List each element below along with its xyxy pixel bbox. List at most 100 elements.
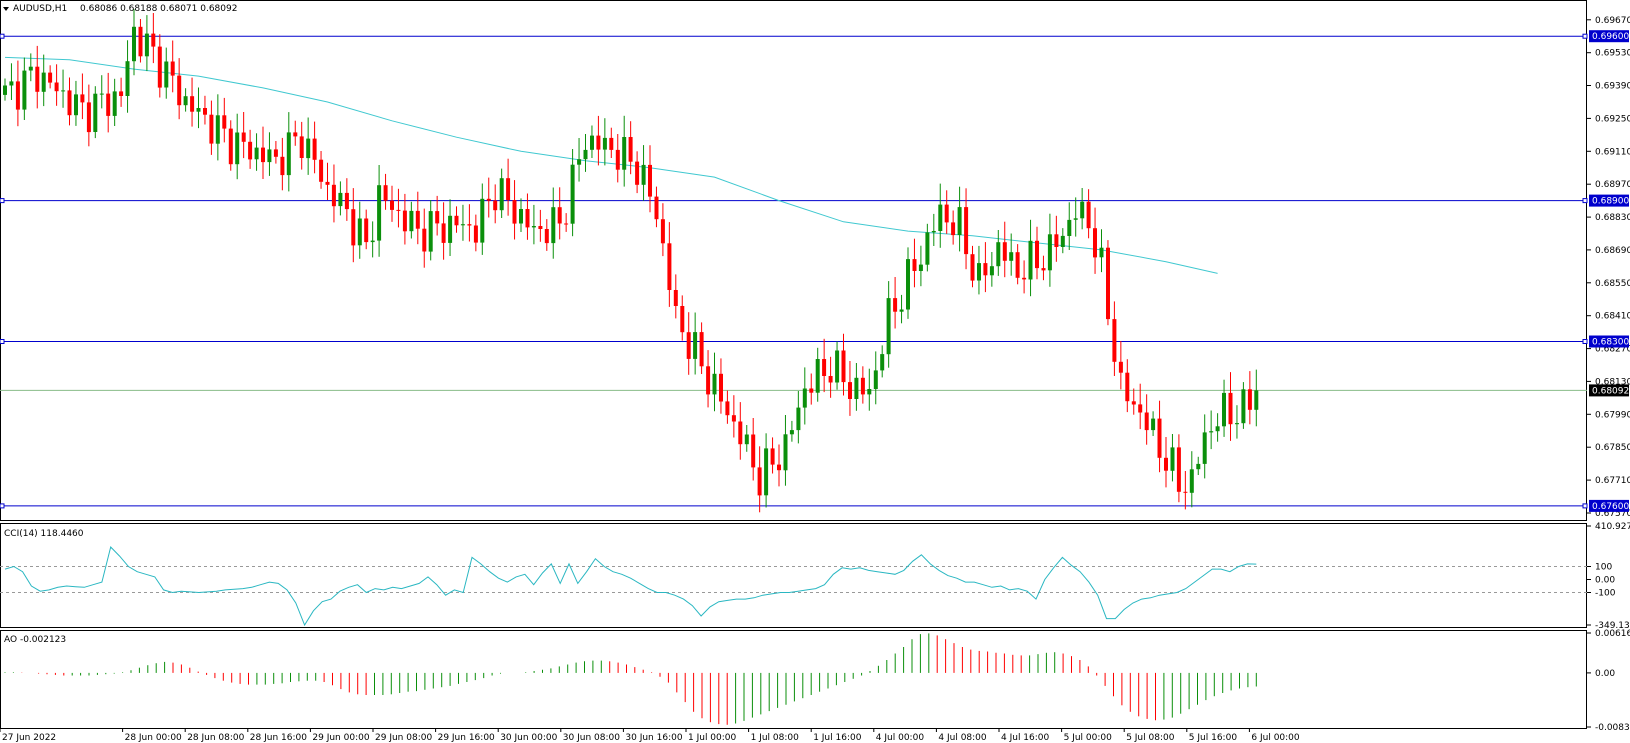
candle-body xyxy=(906,259,910,310)
candle-body xyxy=(1209,431,1214,433)
candle-body xyxy=(802,388,807,408)
candle-body xyxy=(1080,201,1085,219)
candle-body xyxy=(409,210,414,232)
cci-panel-frame xyxy=(0,523,1587,628)
cci-indicator xyxy=(0,546,1587,627)
candle-body xyxy=(719,373,723,402)
candle-body xyxy=(325,181,330,185)
candle-body xyxy=(1067,219,1072,236)
candle-body xyxy=(1228,392,1233,425)
candle-body xyxy=(157,46,162,88)
x-tick-label: 1 Jul 16:00 xyxy=(813,733,862,743)
ohlc-values: 0.68086 0.68188 0.68071 0.68092 xyxy=(80,4,237,14)
candle-body xyxy=(480,198,485,243)
candle-body xyxy=(531,226,536,228)
candle-body xyxy=(789,430,794,435)
y-tick-label: 0.67570 xyxy=(1595,509,1630,519)
candle-body xyxy=(61,90,66,92)
y-tick-label: 0.68830 xyxy=(1595,213,1630,223)
candle-body xyxy=(996,242,1001,267)
candle-body xyxy=(867,389,872,395)
candle-body xyxy=(248,141,253,160)
candle-body xyxy=(138,26,143,57)
candle-body xyxy=(1106,247,1110,320)
candle-body xyxy=(41,72,46,92)
candle-body xyxy=(1183,491,1188,493)
candle-body xyxy=(635,161,640,185)
candle-body xyxy=(764,448,769,496)
candle-body xyxy=(641,164,646,185)
y-tick-label: 0.68550 xyxy=(1595,279,1630,289)
cci-label: CCI(14) 118.4460 xyxy=(4,529,84,539)
candle-body xyxy=(222,115,227,129)
candle-body xyxy=(918,264,923,271)
x-tick-label: 27 Jun 2022 xyxy=(2,733,56,743)
level-price-label: 0.68300 xyxy=(1592,338,1629,348)
y-tick-label: 0.67850 xyxy=(1595,443,1630,453)
candle-body xyxy=(899,309,904,312)
ao-y-tick-label: 0.00 xyxy=(1595,669,1615,679)
candle-body xyxy=(977,263,981,281)
symbol-label: AUDUSD,H1 xyxy=(13,4,67,14)
y-tick-label: 0.68970 xyxy=(1595,180,1630,190)
level-handle-left xyxy=(0,339,5,344)
y-tick-label: 0.69110 xyxy=(1595,147,1630,157)
candle-body xyxy=(970,254,975,281)
x-tick-label: 4 Jul 08:00 xyxy=(938,733,987,743)
candle-body xyxy=(854,377,859,399)
candle-body xyxy=(667,243,672,290)
x-tick-label: 29 Jun 16:00 xyxy=(438,733,495,743)
candle-body xyxy=(931,231,936,233)
candle-body xyxy=(1247,389,1252,410)
x-tick-label: 4 Jul 00:00 xyxy=(876,733,925,743)
y-tick-label: 0.68410 xyxy=(1595,312,1630,322)
candle-body xyxy=(170,61,175,76)
candle-body xyxy=(731,415,736,422)
candle-body xyxy=(86,102,91,133)
candle-body xyxy=(822,359,827,376)
candle-body xyxy=(299,136,304,158)
x-tick-label: 30 Jun 16:00 xyxy=(625,733,682,743)
cci-line xyxy=(4,546,1257,627)
candle-body xyxy=(622,137,627,170)
candle-body xyxy=(1138,404,1143,413)
candle-body xyxy=(435,211,440,224)
candle-body xyxy=(486,198,491,201)
candle-body xyxy=(912,259,917,271)
candle-body xyxy=(944,204,949,223)
y-tick-label: 0.68130 xyxy=(1595,377,1630,387)
candle-body xyxy=(164,61,169,88)
ao-y-tick-label: -0.008347 xyxy=(1595,723,1630,733)
candle-body xyxy=(112,91,117,116)
candle-body xyxy=(286,132,291,176)
candle-body xyxy=(203,108,207,115)
candle-body xyxy=(15,81,20,110)
candle-body xyxy=(377,185,382,241)
candle-body xyxy=(448,215,453,243)
level-price-label: 0.69600 xyxy=(1592,32,1629,42)
candle-body xyxy=(293,132,298,137)
candle-body xyxy=(338,192,343,207)
candle-body xyxy=(1022,277,1027,280)
candle-body xyxy=(964,207,969,255)
candle-body xyxy=(312,138,317,160)
candle-body xyxy=(1060,235,1065,247)
candle-body xyxy=(74,94,78,116)
candle-body xyxy=(596,135,601,150)
candle-body xyxy=(351,209,356,246)
candle-body xyxy=(306,138,311,159)
candle-body xyxy=(132,26,136,62)
candle-body xyxy=(680,306,685,333)
x-tick-label: 28 Jun 16:00 xyxy=(250,733,307,743)
candle-body xyxy=(699,332,704,367)
candle-body xyxy=(609,137,614,150)
candle-body xyxy=(1254,390,1259,410)
candle-body xyxy=(1151,418,1156,431)
candle-body xyxy=(660,219,665,244)
x-tick-label: 30 Jun 08:00 xyxy=(563,733,620,743)
x-tick-label: 6 Jul 00:00 xyxy=(1251,733,1300,743)
candle-body xyxy=(938,204,943,231)
dropdown-arrow-icon[interactable] xyxy=(3,7,9,11)
candle-body xyxy=(196,108,201,112)
candle-body xyxy=(757,467,762,496)
